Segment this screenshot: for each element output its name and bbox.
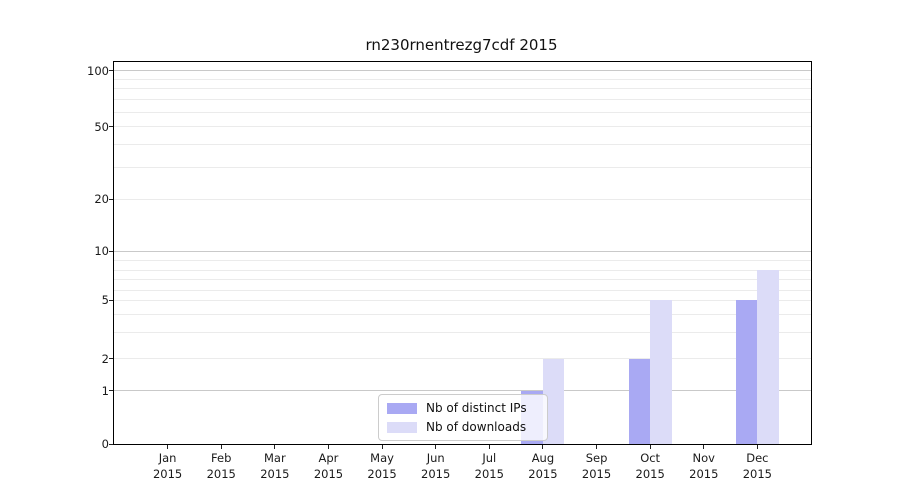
x-axis-tick-label: Jul 2015 — [474, 451, 504, 481]
major-gridline — [114, 70, 811, 72]
bar-distinct-ips — [735, 300, 758, 444]
y-axis-tick-label: 0 — [101, 437, 109, 451]
legend-swatch-downloads — [387, 421, 417, 433]
major-gridline — [114, 390, 811, 392]
y-axis-tick-label: 1 — [101, 383, 109, 398]
x-axis-tick — [703, 445, 705, 449]
minor-gridline — [114, 78, 811, 80]
x-axis-tick — [167, 445, 169, 449]
x-axis-tick-label: Aug 2015 — [528, 451, 558, 481]
x-axis-tick-label: Sep 2015 — [581, 451, 612, 481]
minor-gridline — [114, 111, 811, 113]
minor-gridline — [114, 290, 811, 292]
y-axis-tick — [109, 390, 113, 392]
bar-downloads — [542, 358, 565, 444]
minor-gridline — [114, 126, 811, 128]
y-axis-tick — [109, 70, 113, 72]
y-axis-tick-label: 20 — [94, 192, 109, 207]
x-axis-tick — [488, 445, 490, 449]
y-axis-tick-label: 10 — [94, 244, 109, 259]
x-axis-tick — [596, 445, 598, 449]
x-axis-tick — [542, 445, 544, 449]
minor-gridline — [114, 313, 811, 315]
y-axis-tick — [109, 299, 113, 301]
minor-gridline — [114, 198, 811, 200]
minor-gridline — [114, 358, 811, 360]
x-axis-tick-label: Jan 2015 — [152, 451, 183, 481]
legend-label-distinct-ips: Nb of distinct IPs — [426, 401, 527, 415]
x-axis-tick — [327, 445, 329, 449]
minor-gridline — [114, 332, 811, 334]
minor-gridline — [114, 269, 811, 271]
bar-downloads — [757, 270, 779, 444]
legend-swatch-distinct-ips — [387, 402, 417, 414]
x-axis-tick-label: Oct 2015 — [635, 451, 665, 481]
x-axis-tick-label: Mar 2015 — [260, 451, 290, 481]
y-axis-tick — [109, 126, 113, 128]
y-axis-tick-label: 100 — [87, 63, 109, 78]
x-axis-tick-label: Jun 2015 — [421, 451, 451, 481]
y-axis-tick — [109, 250, 113, 252]
minor-gridline — [114, 279, 811, 281]
x-axis-tick-label: Dec 2015 — [742, 451, 773, 481]
y-axis-tick — [109, 358, 113, 360]
y-axis-tick-label: 50 — [94, 119, 109, 134]
x-axis-tick — [649, 445, 651, 449]
legend-entry-downloads: Nb of downloads — [387, 419, 539, 435]
bar-distinct-ips — [628, 358, 651, 444]
x-axis-tick — [220, 445, 222, 449]
chart-title: rn230rnentrezg7cdf 2015 — [365, 36, 558, 54]
minor-gridline — [114, 166, 811, 168]
legend: Nb of distinct IPs Nb of downloads — [378, 394, 548, 441]
y-axis-tick-label: 2 — [101, 351, 109, 366]
x-axis-tick-label: Nov 2015 — [689, 451, 719, 481]
legend-label-downloads: Nb of downloads — [426, 420, 527, 434]
x-axis-tick — [274, 445, 276, 449]
plot-area: Nb of distinct IPs Nb of downloads 0 1 2 5 1… — [87, 61, 812, 481]
x-axis-tick-label: Feb 2015 — [206, 451, 236, 481]
x-axis-tick-label: May 2015 — [367, 451, 397, 481]
y-axis-tick-label: 5 — [101, 293, 109, 308]
y-axis-tick — [109, 443, 113, 445]
y-axis-tick — [109, 198, 113, 200]
x-axis-tick — [756, 445, 758, 449]
x-axis-tick — [435, 445, 437, 449]
minor-gridline — [114, 260, 811, 262]
x-axis-tick — [381, 445, 383, 449]
minor-gridline — [114, 99, 811, 101]
x-axis-tick-label: Apr 2015 — [313, 451, 344, 481]
legend-entry-distinct-ips: Nb of distinct IPs — [387, 400, 539, 416]
minor-gridline — [114, 144, 811, 146]
bar-downloads — [650, 300, 672, 444]
major-gridline — [114, 250, 811, 252]
minor-gridline — [114, 299, 811, 301]
minor-gridline — [114, 88, 811, 90]
